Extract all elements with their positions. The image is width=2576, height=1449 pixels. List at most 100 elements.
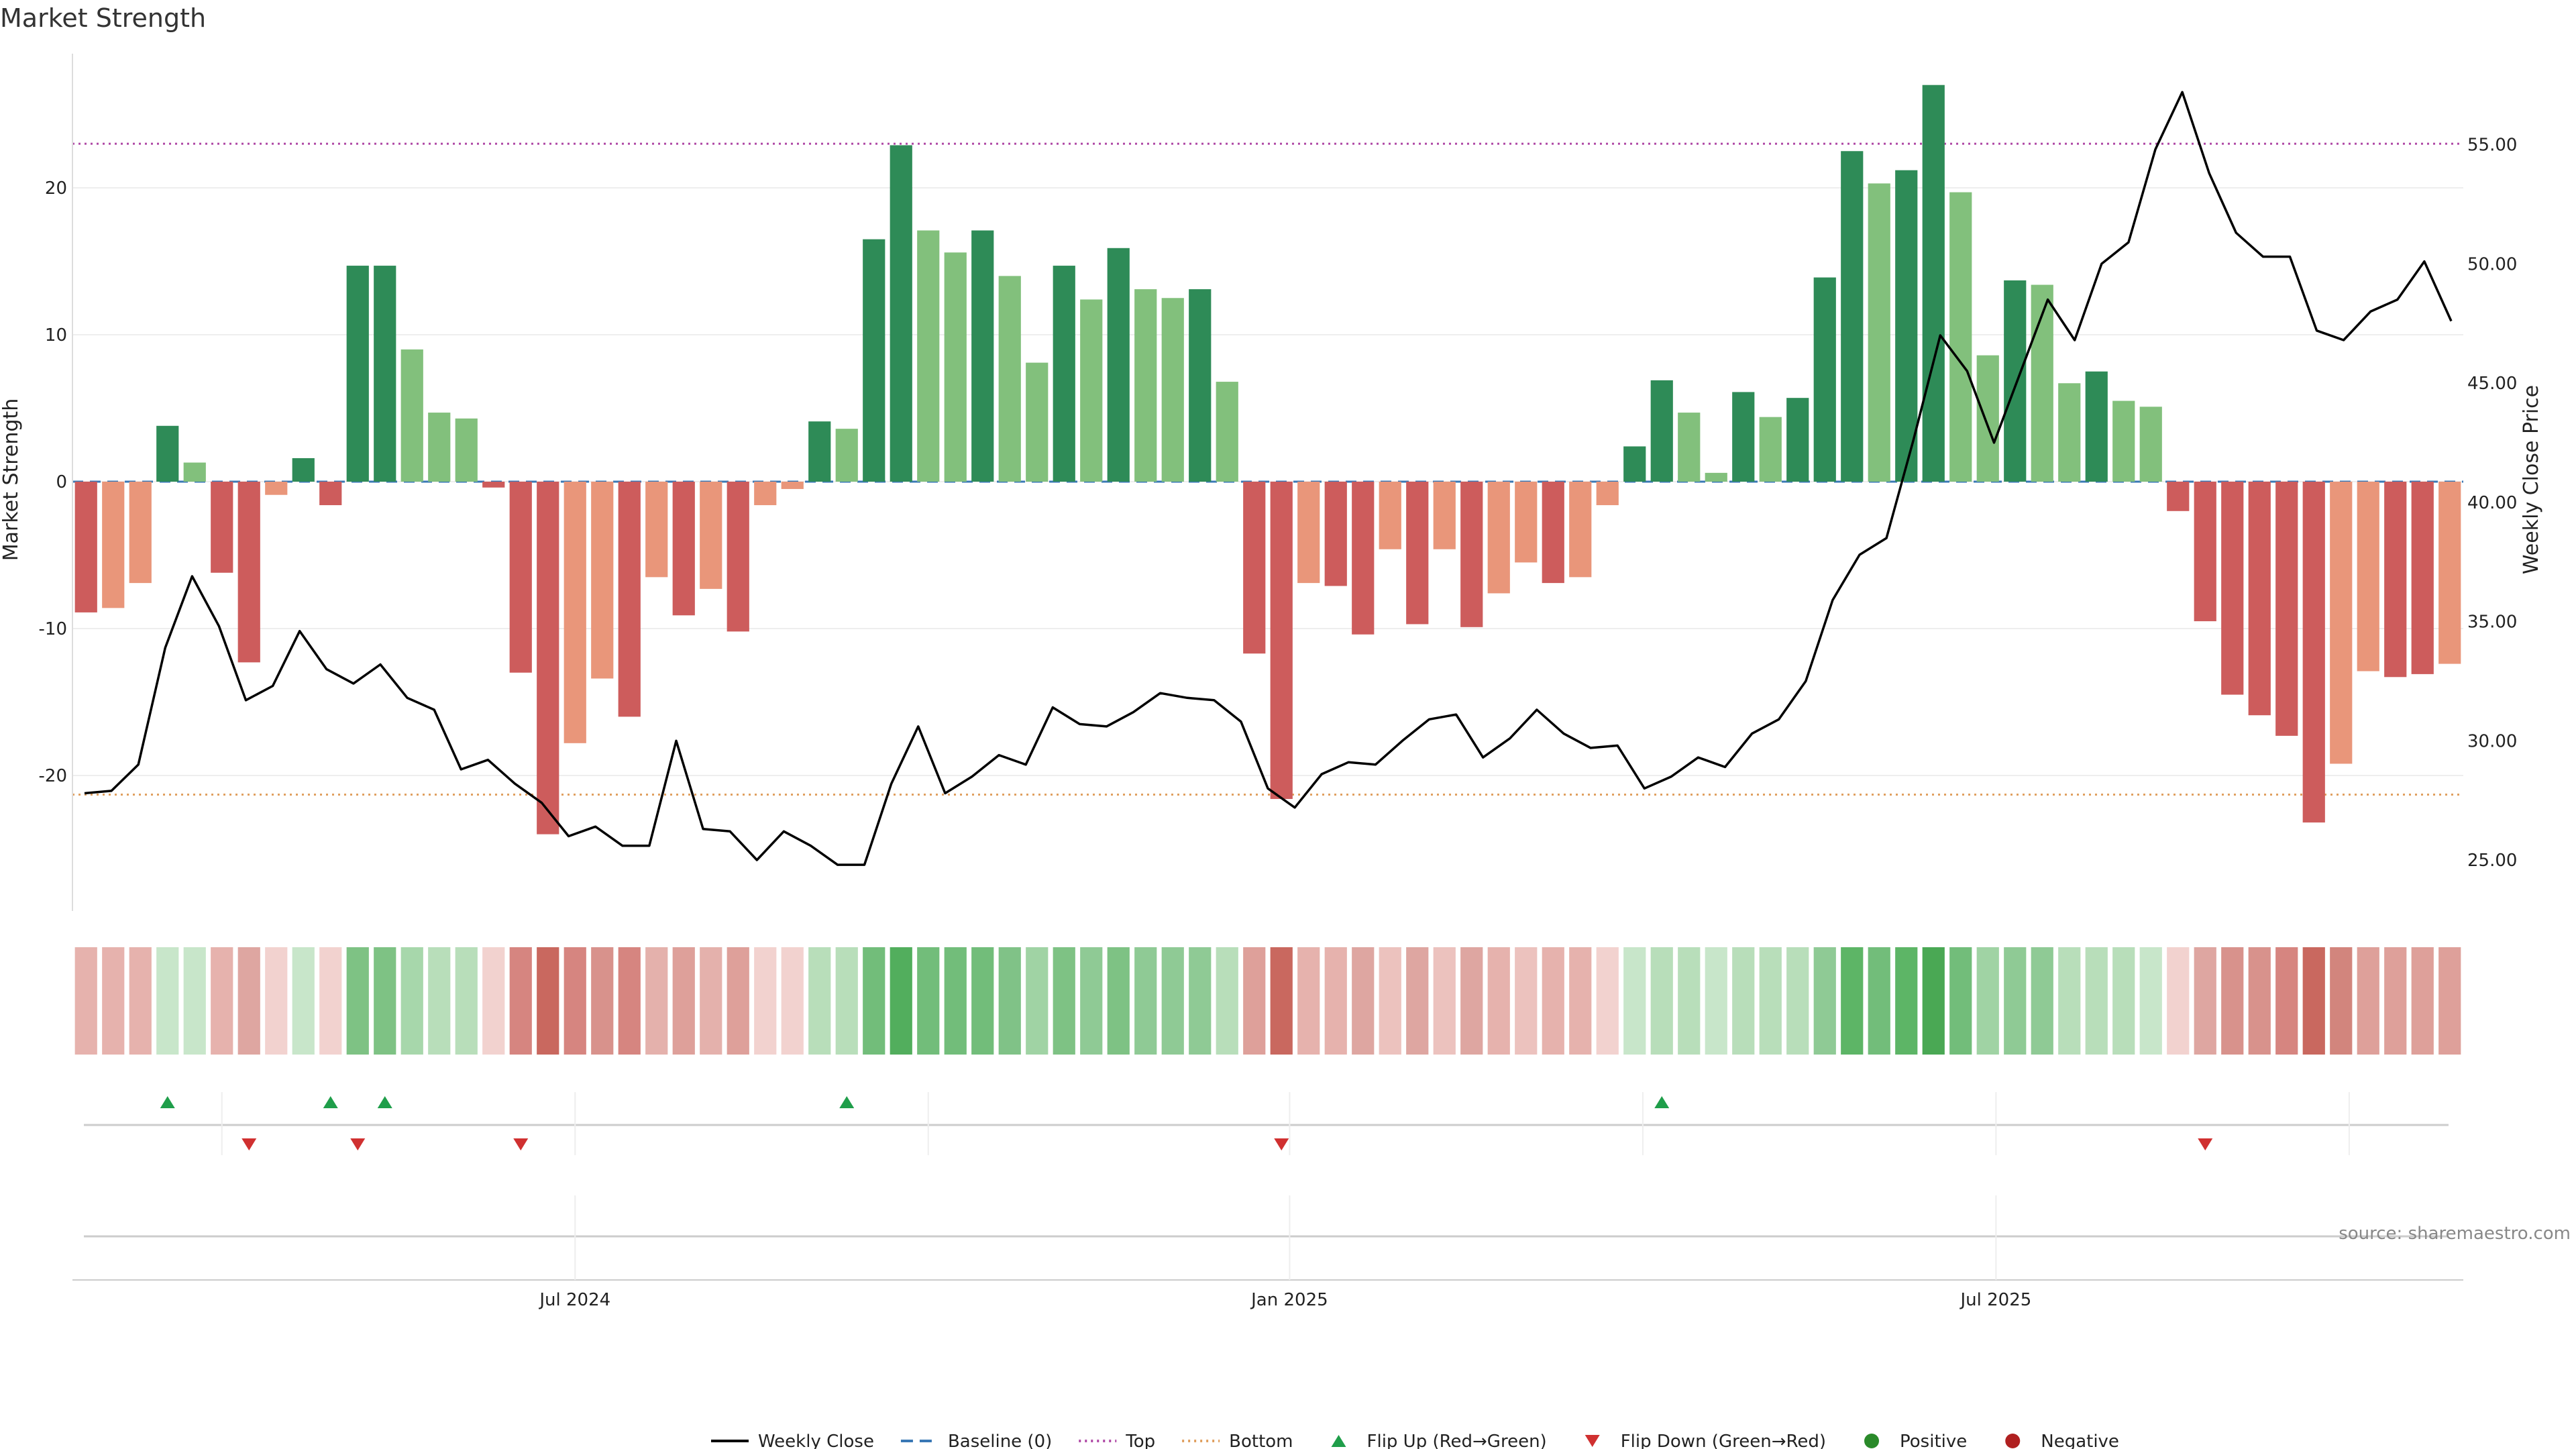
strength-bar bbox=[2112, 400, 2135, 482]
heat-cell bbox=[1678, 947, 1701, 1055]
legend-swatch-circle bbox=[2005, 1434, 2021, 1448]
heat-cell bbox=[1189, 947, 1212, 1055]
strength-bar bbox=[700, 482, 722, 589]
strength-bar bbox=[1569, 482, 1592, 578]
heat-cell bbox=[1324, 947, 1347, 1055]
flip-down-marker bbox=[350, 1138, 366, 1150]
strength-bar bbox=[2058, 383, 2081, 482]
heat-cell bbox=[2438, 947, 2461, 1055]
heat-cell bbox=[1352, 947, 1375, 1055]
heat-cell bbox=[863, 947, 885, 1055]
weekly-close-series bbox=[84, 91, 2453, 866]
strength-bar bbox=[917, 230, 940, 482]
heat-cell bbox=[1759, 947, 1782, 1055]
strength-bars bbox=[74, 85, 2461, 835]
heat-cell bbox=[237, 947, 260, 1055]
heat-cell bbox=[183, 947, 206, 1055]
legend-label: Positive bbox=[1900, 1432, 1967, 1449]
heat-cell bbox=[211, 947, 233, 1055]
flip-down-marker bbox=[1274, 1138, 1289, 1150]
strength-bar bbox=[1515, 482, 1538, 563]
heat-cell bbox=[618, 947, 641, 1055]
y-tick-label-left: 20 bbox=[45, 178, 67, 199]
strength-bar bbox=[265, 482, 288, 495]
strength-bar bbox=[2139, 407, 2162, 482]
y-tick-label-right: 50.00 bbox=[2467, 254, 2517, 274]
heat-cell bbox=[1161, 947, 1184, 1055]
legend-label: Weekly Close bbox=[758, 1432, 874, 1449]
strength-bar bbox=[400, 349, 423, 482]
heat-cell bbox=[1841, 947, 1864, 1055]
strength-bar bbox=[1623, 446, 1646, 482]
strength-bar bbox=[645, 482, 668, 578]
strength-bar bbox=[2302, 482, 2325, 823]
legend-item: Baseline (0) bbox=[900, 1432, 1052, 1449]
strength-bar bbox=[537, 482, 559, 835]
flip-up-marker bbox=[839, 1096, 855, 1108]
heat-cell bbox=[482, 947, 505, 1055]
heat-cell bbox=[1732, 947, 1755, 1055]
strength-bar bbox=[672, 482, 695, 616]
heat-cell bbox=[998, 947, 1021, 1055]
strength-bar bbox=[1732, 392, 1755, 482]
strength-bar bbox=[1678, 413, 1701, 482]
strength-bar bbox=[2330, 482, 2353, 764]
heat-cell bbox=[1569, 947, 1592, 1055]
heat-cell bbox=[1922, 947, 1945, 1055]
strength-bar bbox=[374, 266, 396, 482]
chart-title: Market Strength bbox=[0, 3, 206, 33]
heat-cell bbox=[890, 947, 912, 1055]
strength-bar bbox=[998, 276, 1021, 482]
heat-cell bbox=[971, 947, 994, 1055]
strength-bar bbox=[754, 482, 777, 506]
heat-cell bbox=[700, 947, 722, 1055]
flip-markers-panel bbox=[84, 1092, 2449, 1155]
heat-cell bbox=[2112, 947, 2135, 1055]
strength-bar bbox=[2248, 482, 2271, 716]
flip-down-marker bbox=[241, 1138, 257, 1150]
heat-cell bbox=[2357, 947, 2379, 1055]
heat-cell bbox=[1813, 947, 1836, 1055]
flip-up-marker bbox=[323, 1096, 338, 1108]
strength-bar bbox=[1297, 482, 1320, 584]
strength-bar bbox=[1922, 85, 1945, 482]
strength-bar bbox=[971, 230, 994, 482]
strength-bar bbox=[591, 482, 614, 679]
heat-cell bbox=[1270, 947, 1293, 1055]
heat-cell bbox=[2330, 947, 2353, 1055]
heat-cell bbox=[835, 947, 858, 1055]
strength-bar bbox=[1134, 289, 1157, 482]
strength-bar bbox=[863, 239, 885, 482]
heat-cell bbox=[1216, 947, 1238, 1055]
weekly-close-line bbox=[84, 91, 2453, 866]
axes: 20 10 0 -10 -20 55.00 50.00 45.00 40.00 35.00 30.0… bbox=[39, 54, 2517, 911]
heat-cell bbox=[1786, 947, 1809, 1055]
legend-swatch-flip-up bbox=[1331, 1435, 1346, 1447]
heat-cell bbox=[2275, 947, 2298, 1055]
heat-cell bbox=[374, 947, 396, 1055]
strength-bar bbox=[1324, 482, 1347, 586]
strength-bar bbox=[1650, 380, 1673, 482]
heat-cell bbox=[564, 947, 586, 1055]
heat-cell bbox=[1705, 947, 1727, 1055]
strength-bar bbox=[808, 421, 831, 482]
strength-bar bbox=[1189, 289, 1212, 482]
strength-bar bbox=[2085, 371, 2108, 482]
legend-label: Flip Up (Red→Green) bbox=[1367, 1432, 1547, 1449]
x-axis: Jul 2024 Jan 2025 Jul 2025 bbox=[72, 1195, 2463, 1310]
strength-bar bbox=[1868, 183, 1890, 482]
strength-bar bbox=[1841, 151, 1864, 482]
heat-cell bbox=[944, 947, 967, 1055]
heat-cell bbox=[2031, 947, 2053, 1055]
strength-bar bbox=[1026, 362, 1049, 482]
flip-up-marker bbox=[377, 1096, 392, 1108]
strength-bar bbox=[944, 252, 967, 482]
legend-item: Flip Up (Red→Green) bbox=[1331, 1432, 1547, 1449]
y-tick-label-left: -20 bbox=[39, 766, 67, 786]
strength-bar bbox=[455, 418, 478, 482]
heat-cell bbox=[1406, 947, 1429, 1055]
heat-cell bbox=[1542, 947, 1564, 1055]
strength-bar bbox=[183, 462, 206, 482]
heat-cell bbox=[2411, 947, 2434, 1055]
